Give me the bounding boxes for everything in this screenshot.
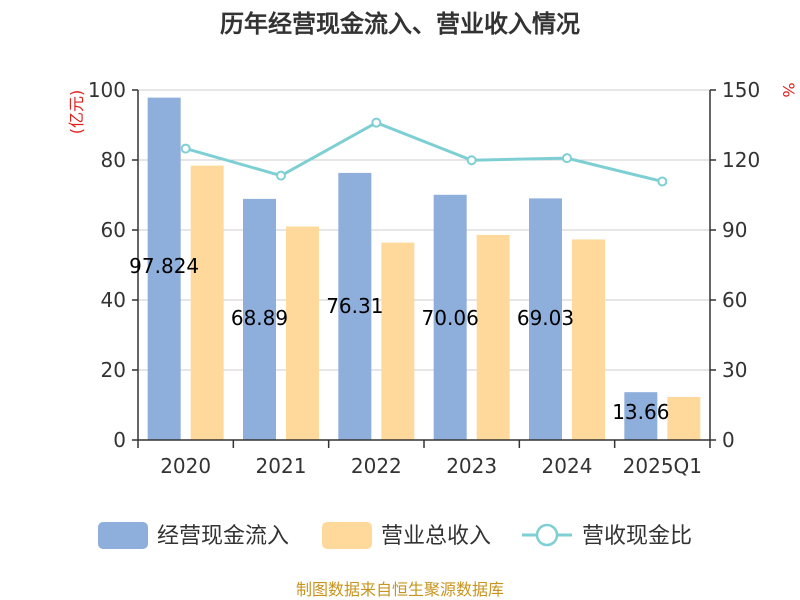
data-label: 70.06 [422,306,479,330]
x-tick-label: 2024 [542,454,593,478]
line-series-group [180,117,668,187]
right-tick-label: 30 [722,358,747,382]
left-axis-unit: (亿元) [67,90,86,135]
ratio-point [466,155,477,166]
data-label: 68.89 [231,306,288,330]
bars-group [147,97,701,441]
gridlines [138,89,710,371]
left-tick-label: 80 [101,148,126,172]
ratio-point [276,170,286,181]
legend: 经营现金流入 营业总收入 营收现金比 [98,522,692,549]
x-tick-label: 2025Q1 [623,454,702,478]
legend-label-ratio: 营收现金比 [582,524,692,549]
bar-revenue [190,165,224,440]
left-tick-label: 20 [101,358,126,382]
bar-revenue [476,234,510,440]
bar-cash-inflow [243,198,276,440]
right-tick-label: 0 [722,428,735,452]
legend-swatch-cash-inflow [98,522,148,549]
ratio-line [185,121,663,183]
data-label: 69.03 [517,306,574,330]
bar-cash-inflow [338,172,372,441]
right-tick-label: 150 [722,78,760,102]
right-tick-label: 60 [722,288,747,312]
legend-swatch-revenue [322,522,372,549]
bar-revenue [572,239,605,440]
right-axis-unit: % [779,82,798,97]
left-tick-label: 0 [113,428,126,452]
left-tick-label: 100 [88,78,126,102]
data-label: 97.824 [129,254,199,278]
legend-label-revenue: 营业总收入 [381,524,491,549]
bar-revenue [381,242,415,440]
x-tick-label: 2022 [351,454,402,478]
ratio-point [657,176,668,187]
x-tick-label: 2020 [160,454,211,478]
ratio-point [180,143,191,154]
ratio-point [562,153,572,164]
data-labels-group: 97.824 68.89 76.31 70.06 69.03 13.66 [129,254,669,424]
ratio-point [371,117,382,128]
bar-cash-inflow [147,97,181,440]
legend-marker-ratio [535,523,559,547]
chart-title: 历年经营现金流入、营业收入情况 [220,10,580,38]
axes-group: 0 20 40 60 80 100 0 30 60 90 120 150 2020 2021 2022 202… [88,78,760,478]
source-note: 制图数据来自恒生聚源数据库 [296,580,504,599]
bar-revenue [667,396,701,440]
left-tick-label: 40 [101,288,126,312]
x-tick-label: 2023 [446,454,497,478]
x-tick-label: 2021 [256,454,307,478]
bar-cash-inflow [529,198,562,440]
bar-cash-inflow [433,194,467,440]
legend-label-cash-inflow: 经营现金流入 [157,524,289,549]
bar-cash-inflow [624,392,658,440]
data-label: 13.66 [612,400,669,424]
right-tick-label: 90 [722,218,747,242]
data-label: 76.31 [326,294,383,318]
right-tick-label: 120 [722,148,760,172]
left-tick-label: 60 [101,218,126,242]
bar-revenue [286,226,319,440]
